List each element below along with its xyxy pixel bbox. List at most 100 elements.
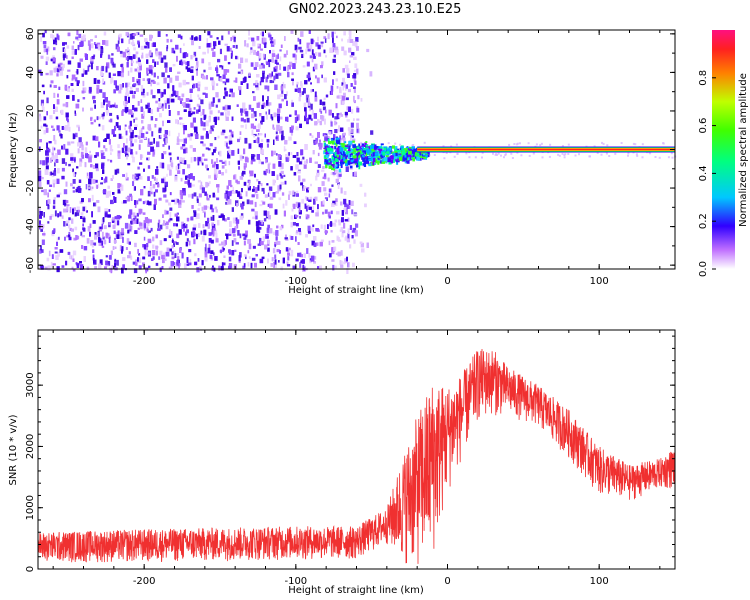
noise-cell bbox=[75, 36, 78, 40]
noise-cell bbox=[231, 207, 234, 212]
noise-cell bbox=[108, 237, 111, 243]
noise-cell bbox=[211, 128, 214, 132]
noise-cell bbox=[148, 157, 150, 160]
noise-cell bbox=[268, 34, 272, 38]
noise-cell bbox=[295, 236, 297, 242]
noise-cell bbox=[215, 209, 218, 213]
noise-cell bbox=[337, 182, 340, 186]
noise-cell bbox=[199, 266, 202, 269]
noise-cell bbox=[248, 30, 250, 36]
noise-cell bbox=[108, 119, 111, 123]
noise-cell bbox=[331, 48, 335, 53]
noise-cell bbox=[355, 37, 359, 42]
noise-cell bbox=[70, 183, 73, 187]
noise-cell bbox=[141, 113, 145, 119]
noise-cell bbox=[92, 242, 97, 246]
noise-cell bbox=[279, 250, 281, 254]
noise-cell bbox=[247, 250, 250, 254]
noise-cell bbox=[299, 91, 302, 97]
noise-cell bbox=[51, 231, 54, 235]
noise-cell bbox=[66, 235, 70, 238]
noise-cell bbox=[319, 139, 321, 143]
noise-cell bbox=[183, 60, 186, 65]
noise-cell bbox=[75, 188, 78, 193]
noise-cell bbox=[162, 176, 166, 182]
noise-cell bbox=[275, 191, 279, 194]
noise-cell bbox=[132, 261, 136, 265]
noise-cell bbox=[54, 210, 57, 217]
noise-cell bbox=[101, 162, 105, 166]
noise-cell bbox=[56, 125, 60, 131]
noise-cell bbox=[152, 95, 156, 99]
noise-cell bbox=[259, 258, 264, 264]
noise-cell bbox=[148, 107, 151, 113]
noise-cell bbox=[286, 91, 288, 96]
noise-cell bbox=[66, 206, 69, 212]
noise-cell bbox=[43, 48, 46, 53]
noise-cell bbox=[332, 43, 336, 48]
noise-cell bbox=[350, 200, 354, 206]
noise-cell bbox=[113, 134, 117, 137]
noise-cell bbox=[283, 66, 286, 71]
noise-cell bbox=[183, 109, 187, 112]
noise-cell bbox=[182, 169, 185, 175]
noise-cell bbox=[301, 259, 305, 264]
noise-cell bbox=[103, 31, 107, 36]
noise-cell bbox=[261, 139, 264, 142]
noise-cell bbox=[226, 201, 229, 205]
noise-cell bbox=[52, 179, 56, 185]
noise-cell bbox=[256, 86, 260, 91]
noise-cell bbox=[267, 224, 270, 231]
noise-cell bbox=[325, 109, 327, 114]
noise-cell bbox=[310, 103, 313, 110]
noise-cell bbox=[319, 143, 323, 148]
noise-cell bbox=[118, 125, 121, 131]
noise-cell bbox=[247, 262, 250, 267]
noise-cell bbox=[57, 213, 59, 218]
noise-cell bbox=[348, 205, 351, 209]
noise-cell bbox=[181, 157, 185, 164]
noise-cell bbox=[109, 149, 114, 152]
noise-cell bbox=[197, 159, 200, 166]
noise-cell bbox=[76, 82, 79, 86]
noise-cell bbox=[246, 83, 249, 89]
noise-cell bbox=[228, 161, 231, 166]
noise-cell bbox=[260, 120, 263, 125]
noise-cell bbox=[258, 159, 261, 164]
noise-cell bbox=[295, 49, 298, 53]
noise-cell bbox=[225, 198, 228, 201]
noise-cell bbox=[52, 146, 54, 153]
noise-cell bbox=[111, 218, 115, 223]
noise-cell bbox=[76, 80, 80, 84]
noise-cell bbox=[203, 69, 206, 73]
noise-cell bbox=[187, 164, 191, 169]
noise-cell bbox=[289, 61, 293, 67]
noise-cell bbox=[334, 265, 337, 269]
noise-cell bbox=[178, 132, 180, 137]
noise-cell bbox=[93, 100, 96, 104]
noise-cell bbox=[336, 113, 340, 120]
noise-cell bbox=[212, 227, 216, 231]
noise-cell bbox=[305, 196, 308, 200]
noise-cell bbox=[279, 155, 282, 161]
noise-cell bbox=[295, 258, 299, 262]
noise-cell bbox=[190, 69, 194, 73]
noise-cell bbox=[166, 47, 168, 52]
noise-cell bbox=[125, 100, 129, 105]
noise-cell bbox=[217, 220, 220, 226]
noise-cell bbox=[72, 133, 75, 140]
noise-cell bbox=[147, 252, 151, 255]
noise-cell bbox=[63, 208, 67, 213]
noise-cell bbox=[351, 230, 356, 233]
noise-cell bbox=[313, 113, 317, 119]
noise-cell bbox=[129, 33, 133, 40]
noise-cell bbox=[79, 261, 82, 264]
noise-cell bbox=[122, 257, 126, 261]
noise-cell bbox=[61, 66, 64, 71]
noise-cell bbox=[171, 47, 175, 54]
noise-cell bbox=[169, 207, 173, 211]
noise-cell bbox=[133, 91, 136, 94]
noise-cell bbox=[216, 74, 220, 77]
noise-cell bbox=[341, 232, 344, 238]
noise-cell bbox=[268, 73, 272, 78]
